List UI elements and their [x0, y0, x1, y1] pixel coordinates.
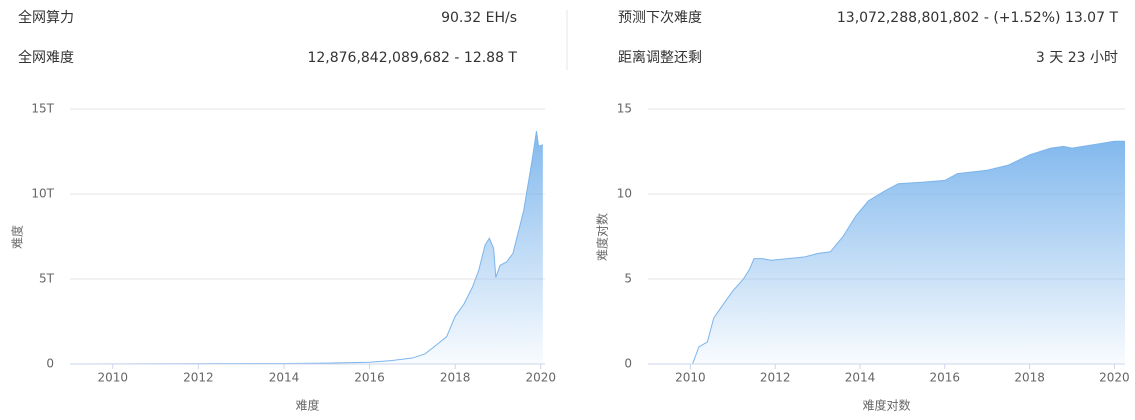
x-axis-title: 难度: [295, 398, 319, 413]
x-tick-label: 2018: [440, 371, 471, 385]
x-tick-label: 2018: [1014, 371, 1045, 385]
y-tick-label: 0: [624, 357, 632, 371]
y-axis-title: 难度对数: [595, 213, 610, 261]
area-fill: [648, 141, 1125, 364]
y-tick-label: 10T: [31, 187, 54, 201]
stat-value: 12,876,842,089,682 - 12.88 T: [307, 50, 517, 66]
y-tick-label: 10: [617, 187, 632, 201]
x-tick-label: 2014: [845, 371, 876, 385]
stat-label: 全网算力: [18, 9, 74, 26]
stat-label: 预测下次难度: [618, 10, 702, 26]
x-tick-label: 2014: [269, 371, 300, 385]
x-tick-label: 2020: [1099, 371, 1130, 385]
y-tick-label: 15T: [31, 102, 54, 116]
stat-label: 距离调整还剩: [618, 49, 702, 66]
x-tick-label: 2012: [183, 371, 214, 385]
y-tick-label: 5: [624, 272, 632, 286]
x-tick-label: 2012: [760, 371, 791, 385]
area-line: [648, 140, 1125, 365]
stat-label: 全网难度: [18, 49, 74, 66]
x-tick-label: 2010: [675, 371, 706, 385]
y-tick-label: 5T: [39, 272, 55, 286]
stat-value: 13,072,288,801,802 - (+1.52%) 13.07 T: [837, 10, 1119, 26]
x-tick-label: 2016: [930, 371, 961, 385]
area-line: [69, 131, 544, 365]
area-fill: [70, 131, 543, 364]
x-axis-title: 难度对数: [862, 398, 910, 413]
y-tick-label: 15: [617, 102, 632, 116]
x-tick-label: 2020: [525, 371, 556, 385]
y-axis-title: 难度: [10, 225, 25, 249]
x-tick-label: 2016: [354, 371, 385, 385]
y-tick-label: 0: [46, 357, 54, 371]
stat-value: 90.32 EH/s: [441, 10, 517, 26]
stat-value: 3 天 23 小时: [1036, 50, 1118, 66]
x-tick-label: 2010: [98, 371, 129, 385]
